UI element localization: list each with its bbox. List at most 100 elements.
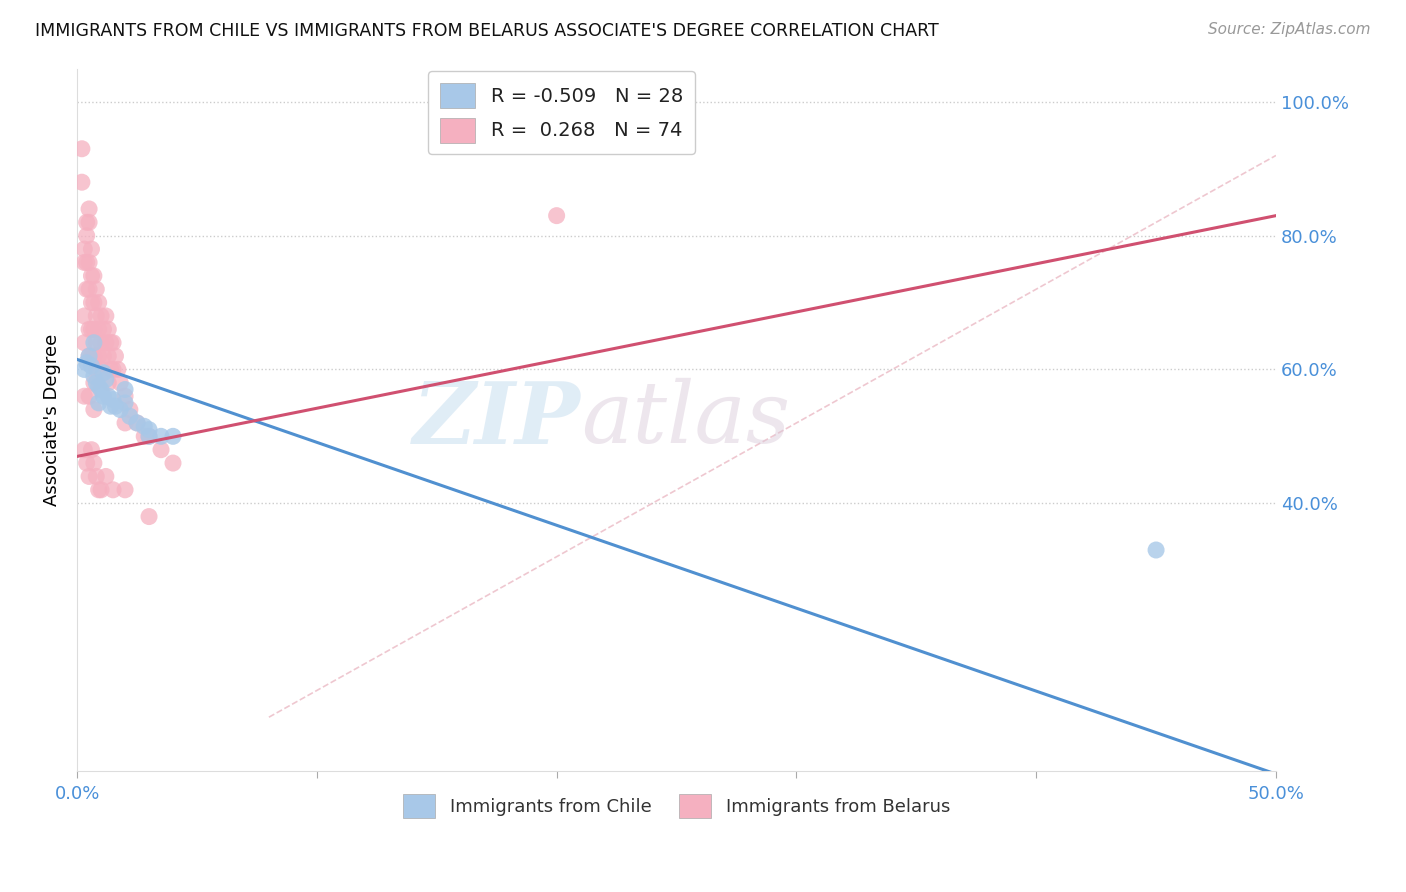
Point [77,255,100,269]
Point [80,268,103,283]
Point [73,309,96,323]
Point [83,456,105,470]
Point [77,389,100,403]
Point [84,282,107,296]
Point [73,335,96,350]
Point [107,362,129,376]
Point [114,396,136,410]
Point [83,268,105,283]
Text: IMMIGRANTS FROM CHILE VS IMMIGRANTS FROM BELARUS ASSOCIATE'S DEGREE CORRELATION : IMMIGRANTS FROM CHILE VS IMMIGRANTS FROM… [35,22,939,40]
Point [118,402,141,417]
Legend: Immigrants from Chile, Immigrants from Belarus: Immigrants from Chile, Immigrants from B… [395,788,957,825]
Point [77,282,100,296]
Point [138,429,160,443]
Point [94,309,117,323]
Point [100,335,122,350]
Point [97,349,120,363]
Point [77,215,100,229]
Point [93,322,115,336]
Point [73,242,96,256]
Point [77,349,100,363]
Point [100,362,122,376]
Point [83,295,105,310]
Point [73,362,96,376]
Point [76,282,98,296]
Point [546,209,568,223]
Point [97,376,120,390]
Point [90,483,112,497]
Point [104,399,127,413]
Point [97,389,120,403]
Point [93,389,115,403]
Point [104,349,127,363]
Point [80,295,103,310]
Point [76,356,98,370]
Point [80,322,103,336]
Point [70,175,93,189]
Point [73,442,96,457]
Point [87,379,110,393]
Point [94,469,117,483]
Point [84,309,107,323]
Point [83,322,105,336]
Point [138,423,160,437]
Point [84,376,107,390]
Point [76,228,98,243]
Point [101,483,124,497]
Point [101,392,124,407]
Point [77,202,100,216]
Point [100,399,122,413]
Point [90,335,112,350]
Point [70,142,93,156]
Point [80,359,103,373]
Point [114,383,136,397]
Point [76,255,98,269]
Point [97,322,120,336]
Point [150,442,173,457]
Point [94,335,117,350]
Point [87,483,110,497]
Point [83,349,105,363]
Point [110,402,132,417]
Point [73,255,96,269]
Point [87,396,110,410]
Point [77,349,100,363]
Y-axis label: Associate's Degree: Associate's Degree [44,334,60,506]
Text: Source: ZipAtlas.com: Source: ZipAtlas.com [1208,22,1371,37]
Point [150,429,173,443]
Point [80,349,103,363]
Point [94,372,117,386]
Point [83,335,105,350]
Point [83,369,105,384]
Point [80,242,103,256]
Text: ZIP: ZIP [413,378,581,461]
Point [138,509,160,524]
Point [87,349,110,363]
Point [134,419,156,434]
Point [162,429,184,443]
Point [77,469,100,483]
Point [93,366,115,380]
Point [93,349,115,363]
Point [114,483,136,497]
Point [114,389,136,403]
Point [134,429,156,443]
Point [83,402,105,417]
Point [76,456,98,470]
Point [73,389,96,403]
Point [76,215,98,229]
Text: atlas: atlas [581,378,790,461]
Point [101,362,124,376]
Point [77,322,100,336]
Point [84,362,107,376]
Point [110,376,132,390]
Point [1144,543,1167,558]
Point [90,309,112,323]
Point [114,416,136,430]
Point [125,416,148,430]
Point [84,335,107,350]
Point [80,442,103,457]
Point [87,295,110,310]
Point [101,335,124,350]
Point [125,416,148,430]
